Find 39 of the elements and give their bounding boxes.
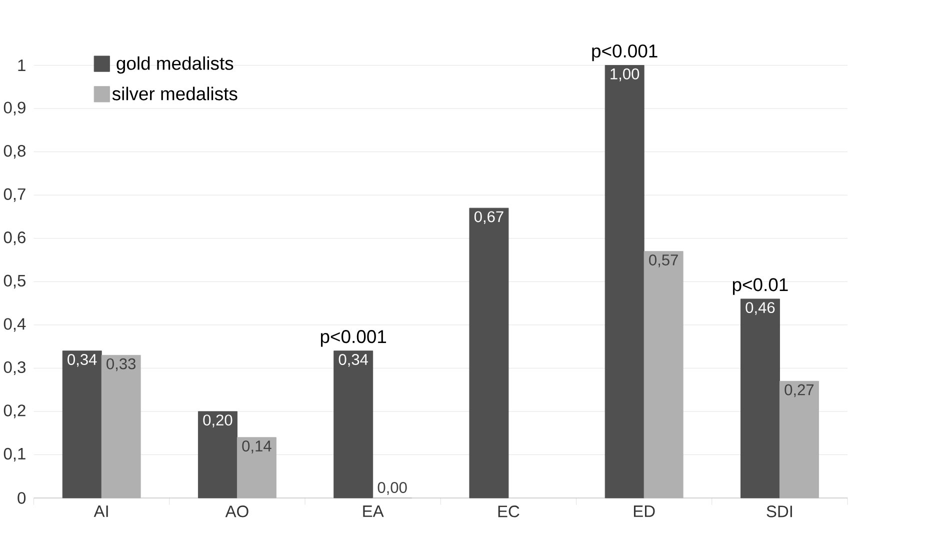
x-tick-label: AO [225,506,248,518]
bar [469,208,509,498]
data-label: 0,14 [242,440,272,454]
y-tick-label: 0,3 [4,362,26,376]
annotation: p<0.001 [592,44,658,62]
data-label: 0,57 [649,254,678,268]
legend-label: silver medalists [112,86,238,100]
data-label: 0,20 [203,414,232,428]
y-tick-label: 0,2 [4,404,26,418]
x-tick-label: AI [94,506,108,518]
data-label: 0,34 [338,354,368,367]
data-label: 0,67 [474,211,504,224]
bar [62,350,102,498]
y-tick-label: 0,6 [4,232,26,246]
legend-label: gold medalists [116,56,234,74]
y-tick-label: 1 [18,60,26,72]
y-tick-label: 0 [18,492,26,504]
data-label: 0,34 [68,354,97,367]
data-label: 0,27 [784,384,814,398]
x-tick-label: EC [498,506,520,518]
x-tick-label: EA [363,506,384,518]
data-label: 0,46 [746,302,775,316]
bar [604,65,644,498]
y-tick-label: 0,1 [4,448,26,462]
bar [198,411,238,498]
bar [334,350,374,498]
bar [740,298,780,498]
data-label: 0,33 [106,358,136,372]
data-label: 1,00 [610,68,640,82]
x-tick-label: ED [634,506,655,518]
y-tick-label: 0,8 [4,145,26,159]
data-label: 0,00 [378,482,407,496]
y-tick-label: 0,5 [4,274,26,289]
x-tick-label: SDI [766,506,792,518]
y-tick-label: 0,4 [4,318,26,332]
annotation: p<0.01 [732,278,788,295]
annotation: p<0.001 [320,330,386,347]
y-tick-label: 0,9 [4,102,26,116]
y-tick-label: 0,7 [4,188,26,202]
